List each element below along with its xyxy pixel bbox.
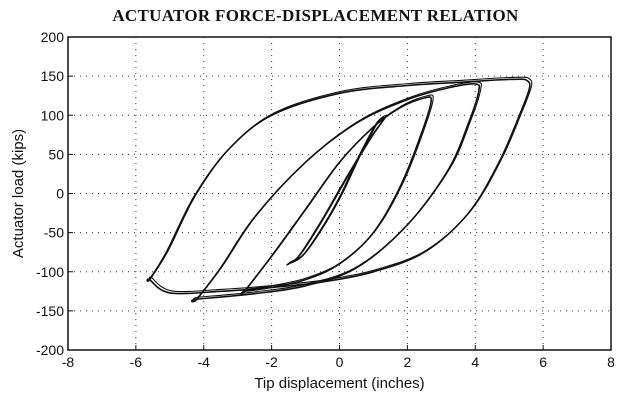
y-tick-label: -100 — [36, 264, 64, 280]
x-axis-label: Tip displacement (inches) — [254, 375, 424, 392]
y-tick-label: 0 — [56, 186, 64, 202]
x-tick-label: -6 — [130, 354, 143, 370]
y-tick-label: 100 — [41, 107, 65, 123]
y-axis-label: Actuator load (kips) — [10, 129, 27, 258]
x-tick-label: 4 — [471, 354, 479, 370]
y-tick-label: 50 — [48, 146, 64, 162]
y-tick-label: 200 — [41, 29, 65, 45]
hysteresis-loop-1 — [286, 116, 385, 266]
x-tick-label: 2 — [403, 354, 411, 370]
chart-title: ACTUATOR FORCE-DISPLACEMENT RELATION — [112, 6, 519, 25]
ticks: -8 -6 -4 -2 0 2 4 6 8 -200 -150 -100 -50 0 50 100 150 200 — [36, 29, 615, 370]
plot-frame — [67, 36, 612, 351]
grid — [68, 37, 611, 350]
hysteresis-loop-2-repeat — [242, 94, 434, 293]
x-tick-label: 0 — [336, 354, 344, 370]
y-tick-label: -200 — [36, 342, 64, 358]
hysteresis-loop-3-repeat — [193, 81, 482, 301]
y-tick-label: -50 — [44, 225, 64, 241]
x-tick-label: -4 — [198, 354, 211, 370]
hysteresis-loop-1-repeat — [288, 115, 387, 264]
hysteresis-loop-4-repeat — [148, 76, 533, 293]
x-tick-label: -8 — [62, 354, 75, 370]
hysteresis-loop-3 — [190, 82, 481, 303]
series-layer — [146, 76, 533, 303]
x-tick-label: 6 — [539, 354, 547, 370]
x-tick-label: 8 — [607, 354, 615, 370]
x-tick-label: -2 — [265, 354, 278, 370]
y-tick-label: -150 — [36, 303, 64, 319]
y-tick-label: 150 — [41, 68, 65, 84]
